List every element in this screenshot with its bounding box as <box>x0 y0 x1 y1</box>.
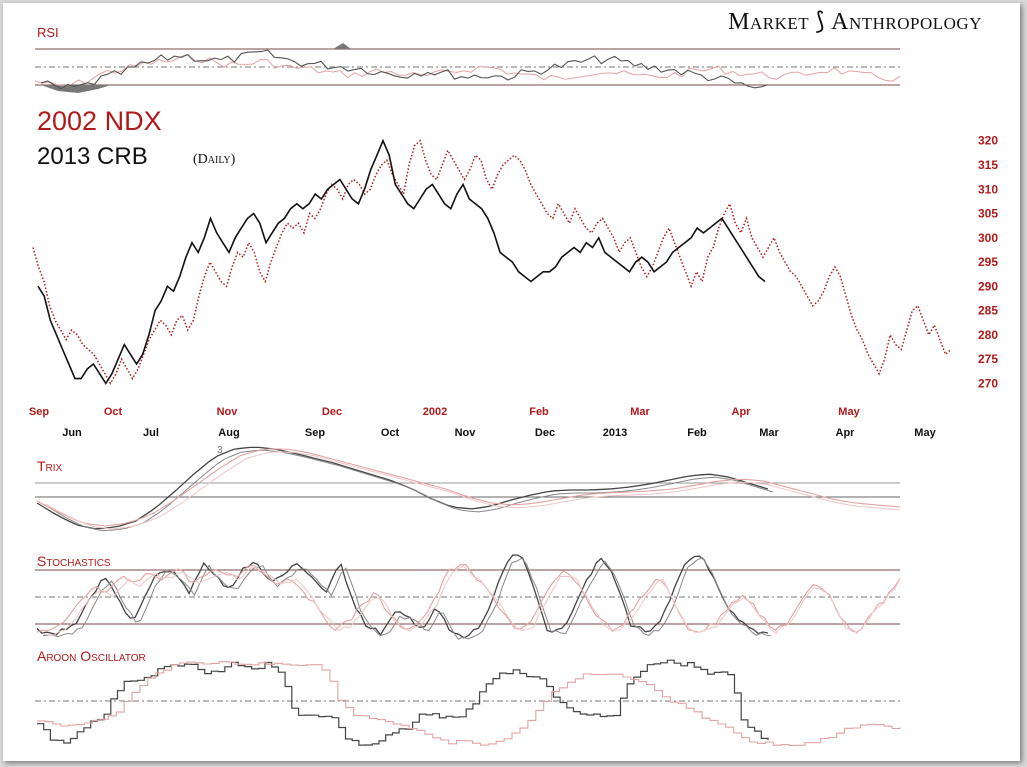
x-bottom-tick-label: Feb <box>687 427 707 439</box>
x-top-tick-label: Oct <box>104 406 123 418</box>
chart-canvas: 2002 NDX 2013 CRB (Daily) RSI 320 315 310 305 30… <box>29 25 998 746</box>
stoch-crb-d <box>42 557 772 640</box>
x-top-tick-label: 2002 <box>423 406 447 418</box>
x-bottom-tick-label: Nov <box>455 427 477 439</box>
x-top-tick-label: May <box>838 406 860 418</box>
y-tick-label: 305 <box>978 207 998 221</box>
y-tick-label: 310 <box>978 182 998 196</box>
x-top-tick-label: Feb <box>529 406 549 418</box>
x-bottom-tick-label: Jul <box>143 427 159 439</box>
x-bottom-tick-label: Mar <box>759 427 779 439</box>
x-top-tick-label: Nov <box>217 406 239 418</box>
stoch-ndx-k <box>36 564 901 633</box>
y-tick-label: 295 <box>978 255 998 269</box>
trix-label: Trix <box>37 458 63 474</box>
trix-crb-signal <box>44 449 774 532</box>
rsi-overbought-fill <box>333 43 351 49</box>
rsi-label: RSI <box>37 25 59 40</box>
aroon-ndx-line <box>37 661 901 746</box>
y-tick-label: 280 <box>978 328 998 342</box>
x-bottom-tick-label: 2013 <box>603 427 627 439</box>
x-bottom-tick-label: May <box>914 427 936 439</box>
x-top-tick-label: Mar <box>630 406 650 418</box>
stoch-ndx-d <box>42 565 901 636</box>
x-top-tick-label: Sep <box>29 406 49 418</box>
y-tick-label: 285 <box>978 304 998 318</box>
y-tick-label: 320 <box>978 134 998 148</box>
chart-frame: Market ⟆ Anthropology 2002 NDX 2013 CRB (Dai… <box>3 3 1020 761</box>
aroon-label: Aroon Oscillator <box>37 648 146 664</box>
brand-right: Anthropology <box>831 9 982 35</box>
y-tick-label: 315 <box>978 158 998 172</box>
trix-marker-label: 3 <box>217 445 223 456</box>
title-2002-ndx: 2002 NDX <box>37 106 162 136</box>
y-tick-label: 270 <box>978 376 998 390</box>
x-bottom-tick-label: Jun <box>62 427 82 439</box>
x-bottom-tick-label: Sep <box>305 427 325 439</box>
x-top-tick-label: Dec <box>322 406 342 418</box>
rsi-ndx-line <box>34 54 901 86</box>
trix-ndx-line <box>36 448 901 527</box>
crb-2013-series <box>37 138 766 385</box>
rsi-crb-line <box>40 49 769 90</box>
x-bottom-tick-label: Aug <box>218 427 239 439</box>
stoch-crb-k <box>36 554 769 639</box>
y-tick-label: 275 <box>978 352 998 366</box>
x-top-tick-label: Apr <box>732 406 752 418</box>
title-daily: (Daily) <box>193 152 236 167</box>
dna-helix-icon: ⟆ <box>815 9 826 35</box>
ndx-2002-series <box>32 139 952 385</box>
aroon-crb-line <box>37 659 769 746</box>
x-bottom-tick-label: Oct <box>381 427 400 439</box>
x-bottom-tick-label: Apr <box>836 427 856 439</box>
title-2013-crb: 2013 CRB <box>37 143 148 170</box>
y-tick-label: 290 <box>978 279 998 293</box>
x-bottom-tick-label: Dec <box>535 427 555 439</box>
brand-logo: Market ⟆ Anthropology <box>728 7 982 36</box>
y-tick-label: 300 <box>978 231 998 245</box>
trix-ndx-signal <box>44 451 901 530</box>
stochastics-label: Stochastics <box>37 553 111 569</box>
brand-left: Market <box>728 9 810 35</box>
